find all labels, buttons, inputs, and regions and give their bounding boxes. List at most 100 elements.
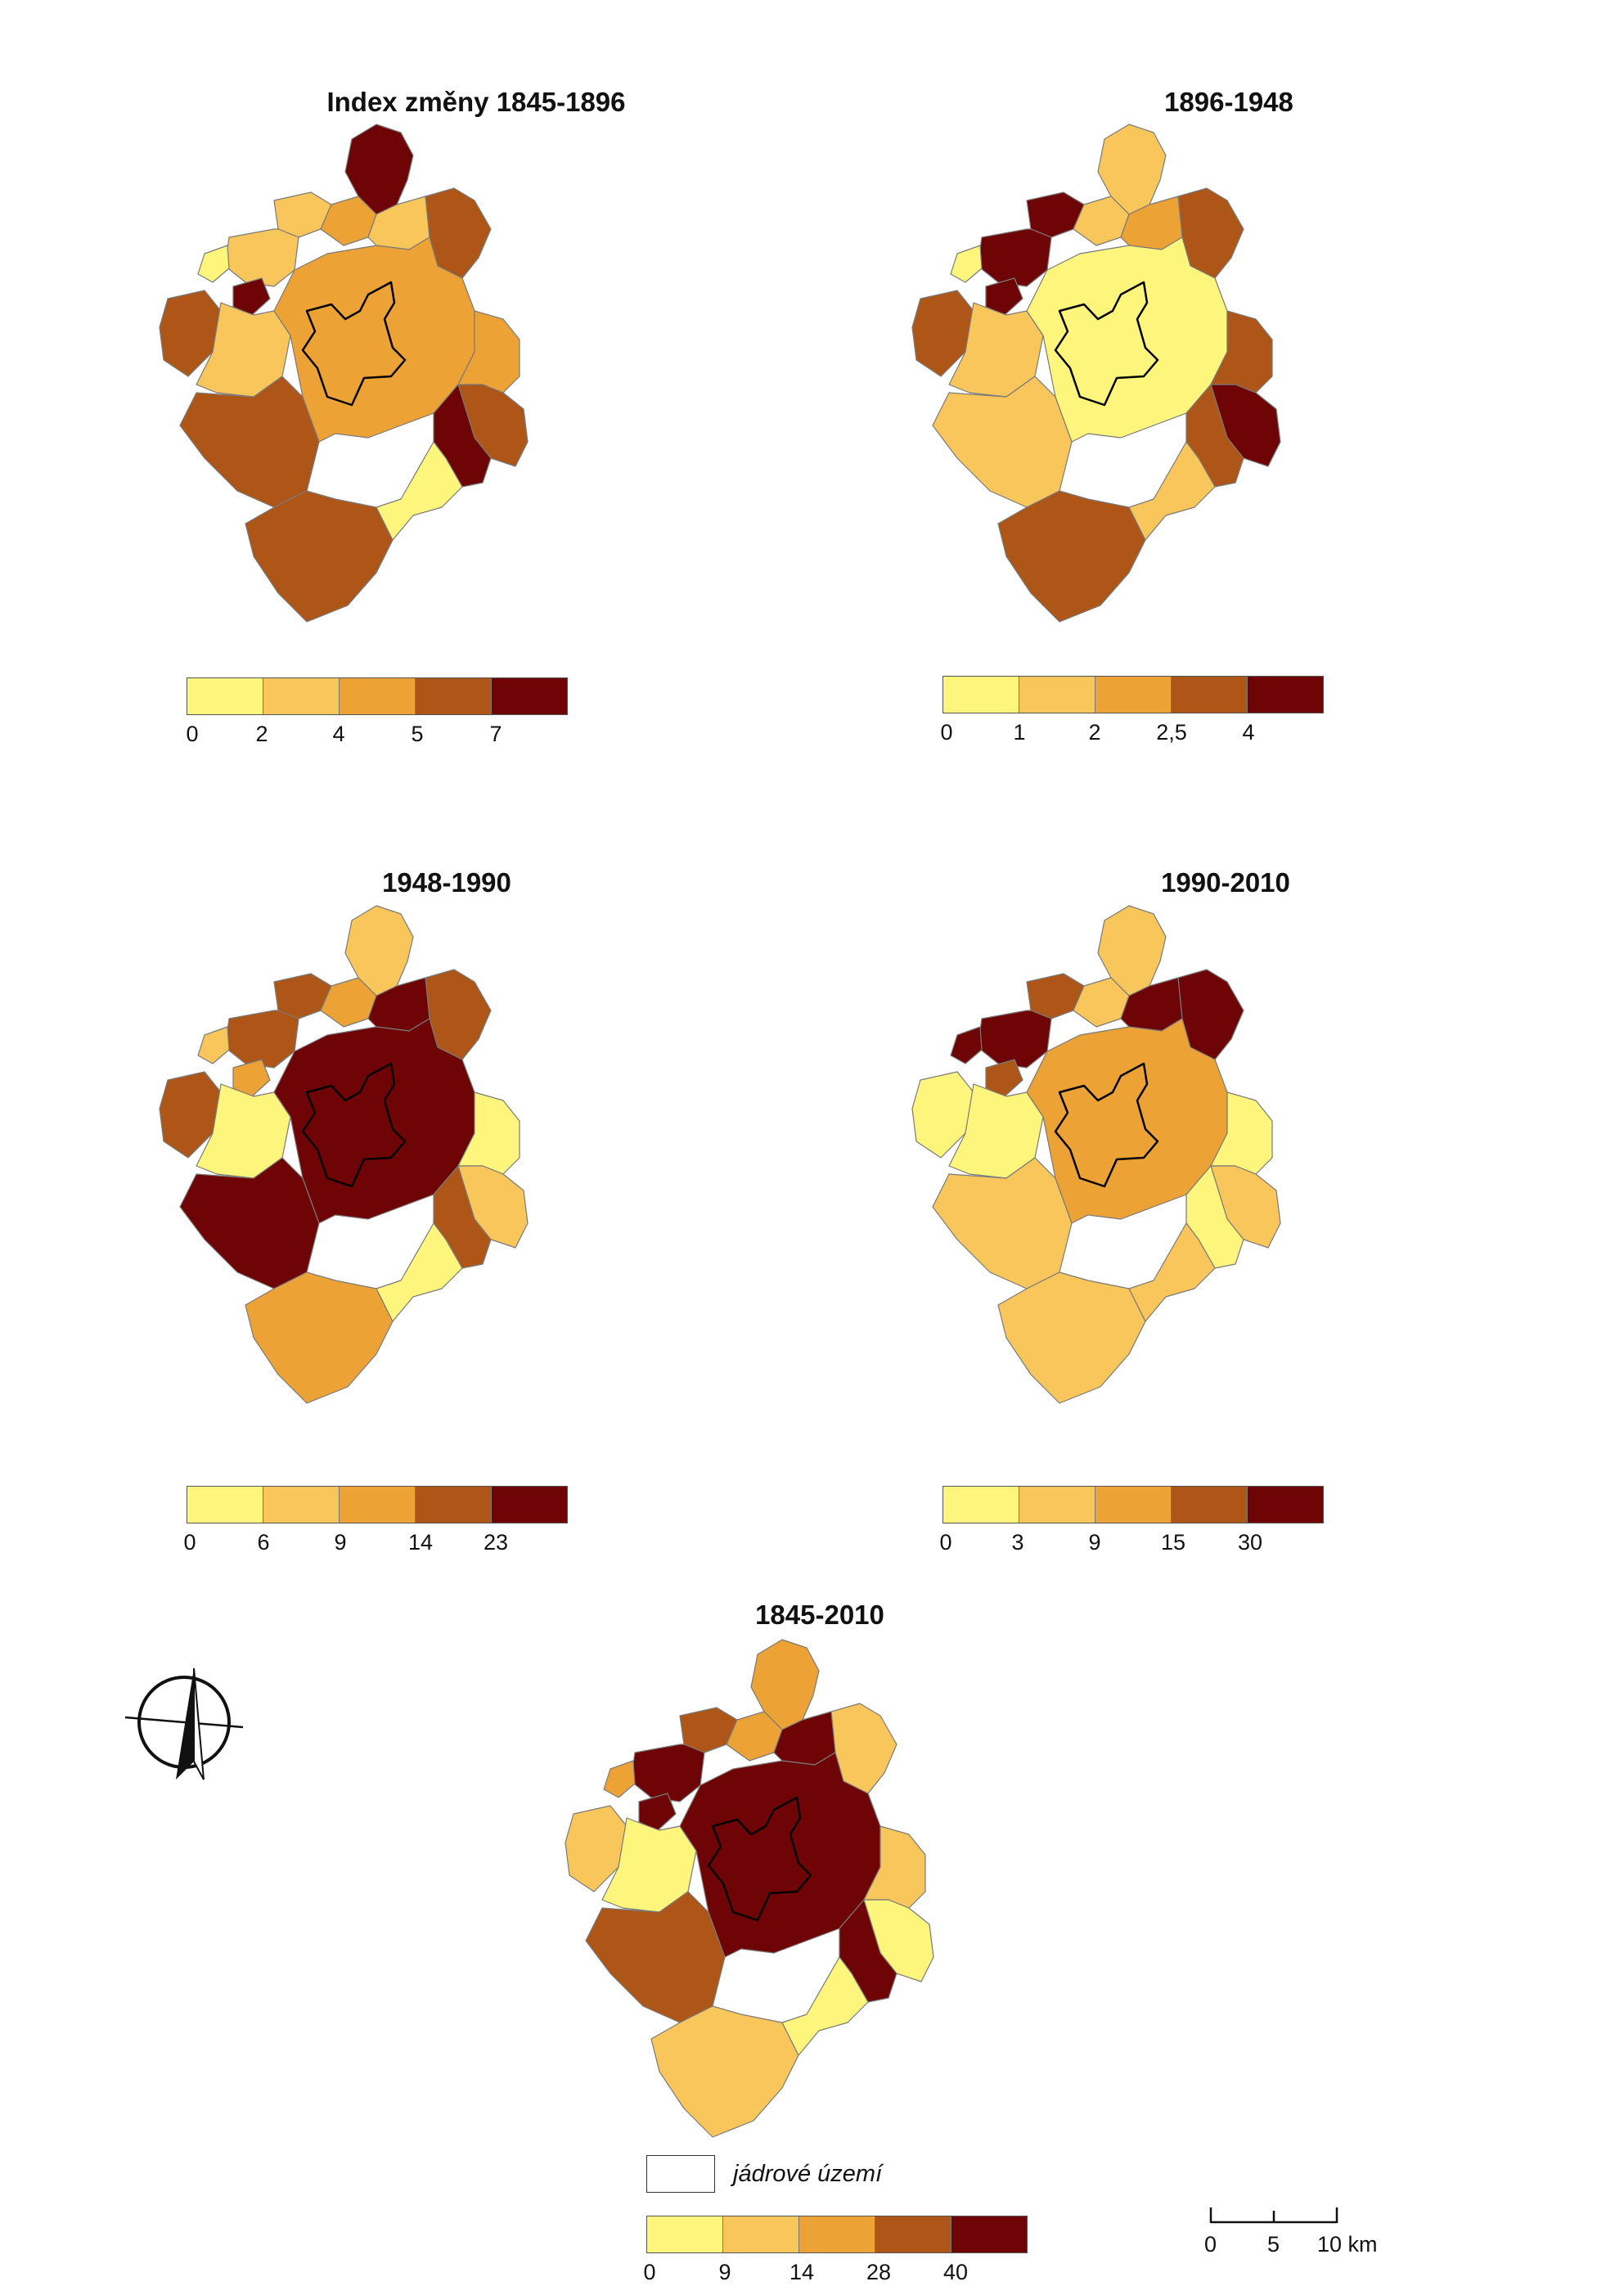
legend-swatch [492,1487,567,1523]
legend-labels: 0 2 4 5 7 [186,722,568,751]
legend-label: 1 [1013,720,1026,745]
legend-label: 28 [866,2260,892,2284]
map-legend: 0 1 2 2,5 4 [940,676,1324,749]
legend-swatch [340,1487,416,1523]
legend-label: 6 [257,1530,270,1555]
scale-label: 5 [1267,2232,1280,2257]
map-legend: 0 9 14 28 40 [643,2216,1028,2289]
legend-swatch [951,2216,1027,2252]
legend-color-bar [187,677,568,715]
core-area-label: jádrové území [733,2160,883,2187]
choropleth-map [565,1639,934,2138]
legend-label: 0 [939,1530,952,1555]
north-arrow-icon [124,1667,244,1780]
map-region-w-far [911,290,974,377]
legend-swatch [416,1487,492,1523]
legend-label: 30 [1237,1530,1263,1555]
legend-swatch [263,1487,340,1523]
legend-label: 15 [1160,1530,1186,1555]
core-area-outline [301,281,407,407]
map-title: Index změny 1845-1896 [326,87,626,117]
legend-label: 23 [483,1530,509,1555]
legend-swatch [187,678,263,714]
map-legend: 0 6 9 14 23 [183,1486,568,1559]
map-region-north [750,1639,820,1730]
legend-swatch [1172,677,1248,713]
map-region-se-small [376,441,463,541]
legend-label: 14 [789,2260,815,2284]
legend-label: 0 [643,2260,656,2284]
map-region-nw-small2 [638,1793,677,1831]
core-area-outline [707,1796,812,1922]
legend-label: 40 [942,2260,969,2284]
legend-label: 3 [1011,1530,1024,1555]
legend-swatch [1095,1487,1172,1523]
legend-label: 5 [411,722,424,746]
map-region-nw-small1 [197,245,230,283]
map-legend: 0 2 4 5 7 [186,677,568,751]
legend-swatch [1248,677,1323,713]
map-region-nw-small2 [232,1059,271,1097]
legend-label: 2 [255,722,268,746]
legend-swatch [1172,1487,1248,1523]
map-region-se-small [376,1222,463,1322]
map-title: 1845-2010 [755,1600,884,1630]
map-region-s [997,1271,1146,1404]
map-region-s [997,490,1146,623]
legend-color-bar [646,2216,1028,2253]
map-region-nw-small1 [950,245,983,283]
map-region-nw-small1 [950,1026,983,1064]
legend-labels: 0 1 2 2,5 4 [940,720,1324,749]
legend-swatch [1019,677,1095,713]
legend-labels: 0 6 9 14 23 [183,1530,568,1559]
core-area-outline [301,1062,407,1188]
legend-label: 14 [407,1530,434,1555]
map-region-w-far [565,1805,628,1892]
map-region-nw-small1 [197,1026,230,1064]
legend-swatch [943,677,1019,713]
legend-swatch [943,1487,1019,1523]
legend-labels: 0 9 14 28 40 [643,2260,1028,2289]
map-region-s [245,1271,394,1404]
legend-labels: 0 3 9 15 30 [939,1530,1324,1559]
legend-swatch [723,2216,799,2252]
map-legend: 0 3 9 15 30 [939,1486,1324,1559]
map-region-s [245,490,394,623]
map-title: 1948-1990 [382,867,511,898]
map-region-w-far [159,1071,222,1159]
map-region-s [650,2005,799,2138]
map-title: 1896-1948 [1164,87,1293,117]
map-region-w-far [159,290,222,377]
legend-label: 0 [183,1530,196,1555]
map-region-north [1097,124,1167,215]
core-area-outline [1054,1062,1159,1188]
core-area-legend: jádrové území [646,2155,882,2193]
legend-label: 9 [718,2260,731,2284]
legend-label: 9 [1088,1530,1101,1555]
map-region-north [344,124,414,215]
map-region-north [1097,905,1167,997]
legend-swatch [416,678,492,714]
map-region-north [344,905,414,997]
legend-swatch [492,678,567,714]
map-region-nw-small2 [232,277,271,316]
legend-color-bar [942,1486,1324,1523]
map-region-se-small [1128,441,1216,541]
map-title: 1990-2010 [1161,867,1290,898]
map-region-nw-small2 [985,1059,1023,1097]
legend-color-bar [187,1486,568,1523]
legend-label: 4 [1242,720,1255,745]
scale-label: 10 km [1317,2232,1378,2257]
legend-color-bar [942,676,1324,713]
map-region-se-small [781,1956,869,2056]
legend-swatch [875,2216,951,2252]
map-region-nw-small1 [603,1760,636,1798]
legend-swatch [340,678,416,714]
legend-swatch [1095,677,1172,713]
legend-swatch [799,2216,875,2252]
scale-bar-graphic [1209,2207,1338,2224]
legend-label: 0 [940,720,953,745]
choropleth-map [159,124,529,623]
legend-label: 4 [332,722,345,746]
map-region-se-small [1128,1222,1216,1322]
